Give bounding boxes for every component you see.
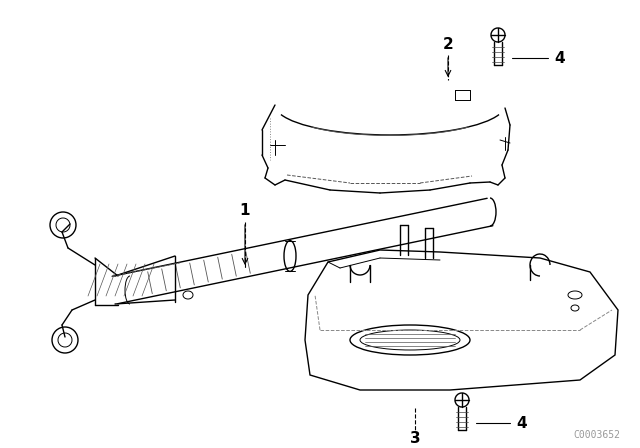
Text: C0003652: C0003652 xyxy=(573,430,620,440)
Text: 2: 2 xyxy=(443,36,453,52)
Text: 3: 3 xyxy=(410,431,420,445)
Text: 1: 1 xyxy=(240,202,250,217)
Text: 4: 4 xyxy=(516,415,527,431)
Text: 4: 4 xyxy=(554,51,564,65)
